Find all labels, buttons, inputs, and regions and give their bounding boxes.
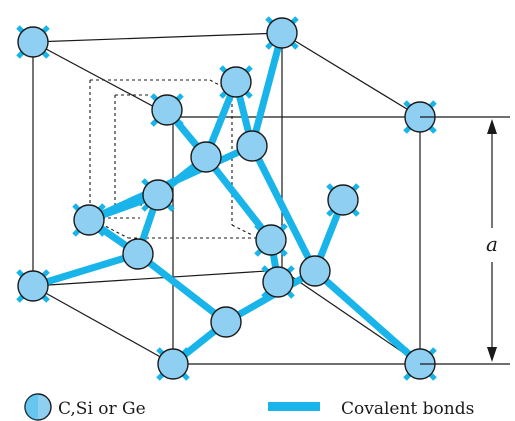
atom — [17, 270, 49, 302]
atom — [190, 141, 222, 173]
atom — [142, 179, 174, 211]
atom — [122, 238, 154, 270]
legend-atom-label: C,Si or Ge — [58, 399, 146, 419]
atom — [266, 17, 298, 49]
atom — [151, 94, 183, 126]
atom — [299, 255, 331, 287]
legend: C,Si or Ge Covalent bonds — [24, 393, 474, 421]
atom — [262, 266, 294, 298]
legend-bond-swatch — [268, 402, 320, 411]
atom — [255, 224, 287, 256]
atom — [210, 306, 242, 338]
atom — [236, 130, 268, 162]
atom — [73, 204, 105, 236]
atom — [17, 26, 49, 58]
front-cube-face — [172, 116, 421, 365]
lattice-dimension-marker: a — [420, 116, 510, 365]
legend-atom-icon — [24, 393, 52, 421]
atom — [327, 184, 359, 216]
atom — [220, 66, 252, 98]
atom — [157, 348, 189, 380]
dimension-label: a — [486, 232, 498, 256]
back-cube-face — [32, 32, 283, 287]
legend-bond-label: Covalent bonds — [341, 399, 474, 419]
